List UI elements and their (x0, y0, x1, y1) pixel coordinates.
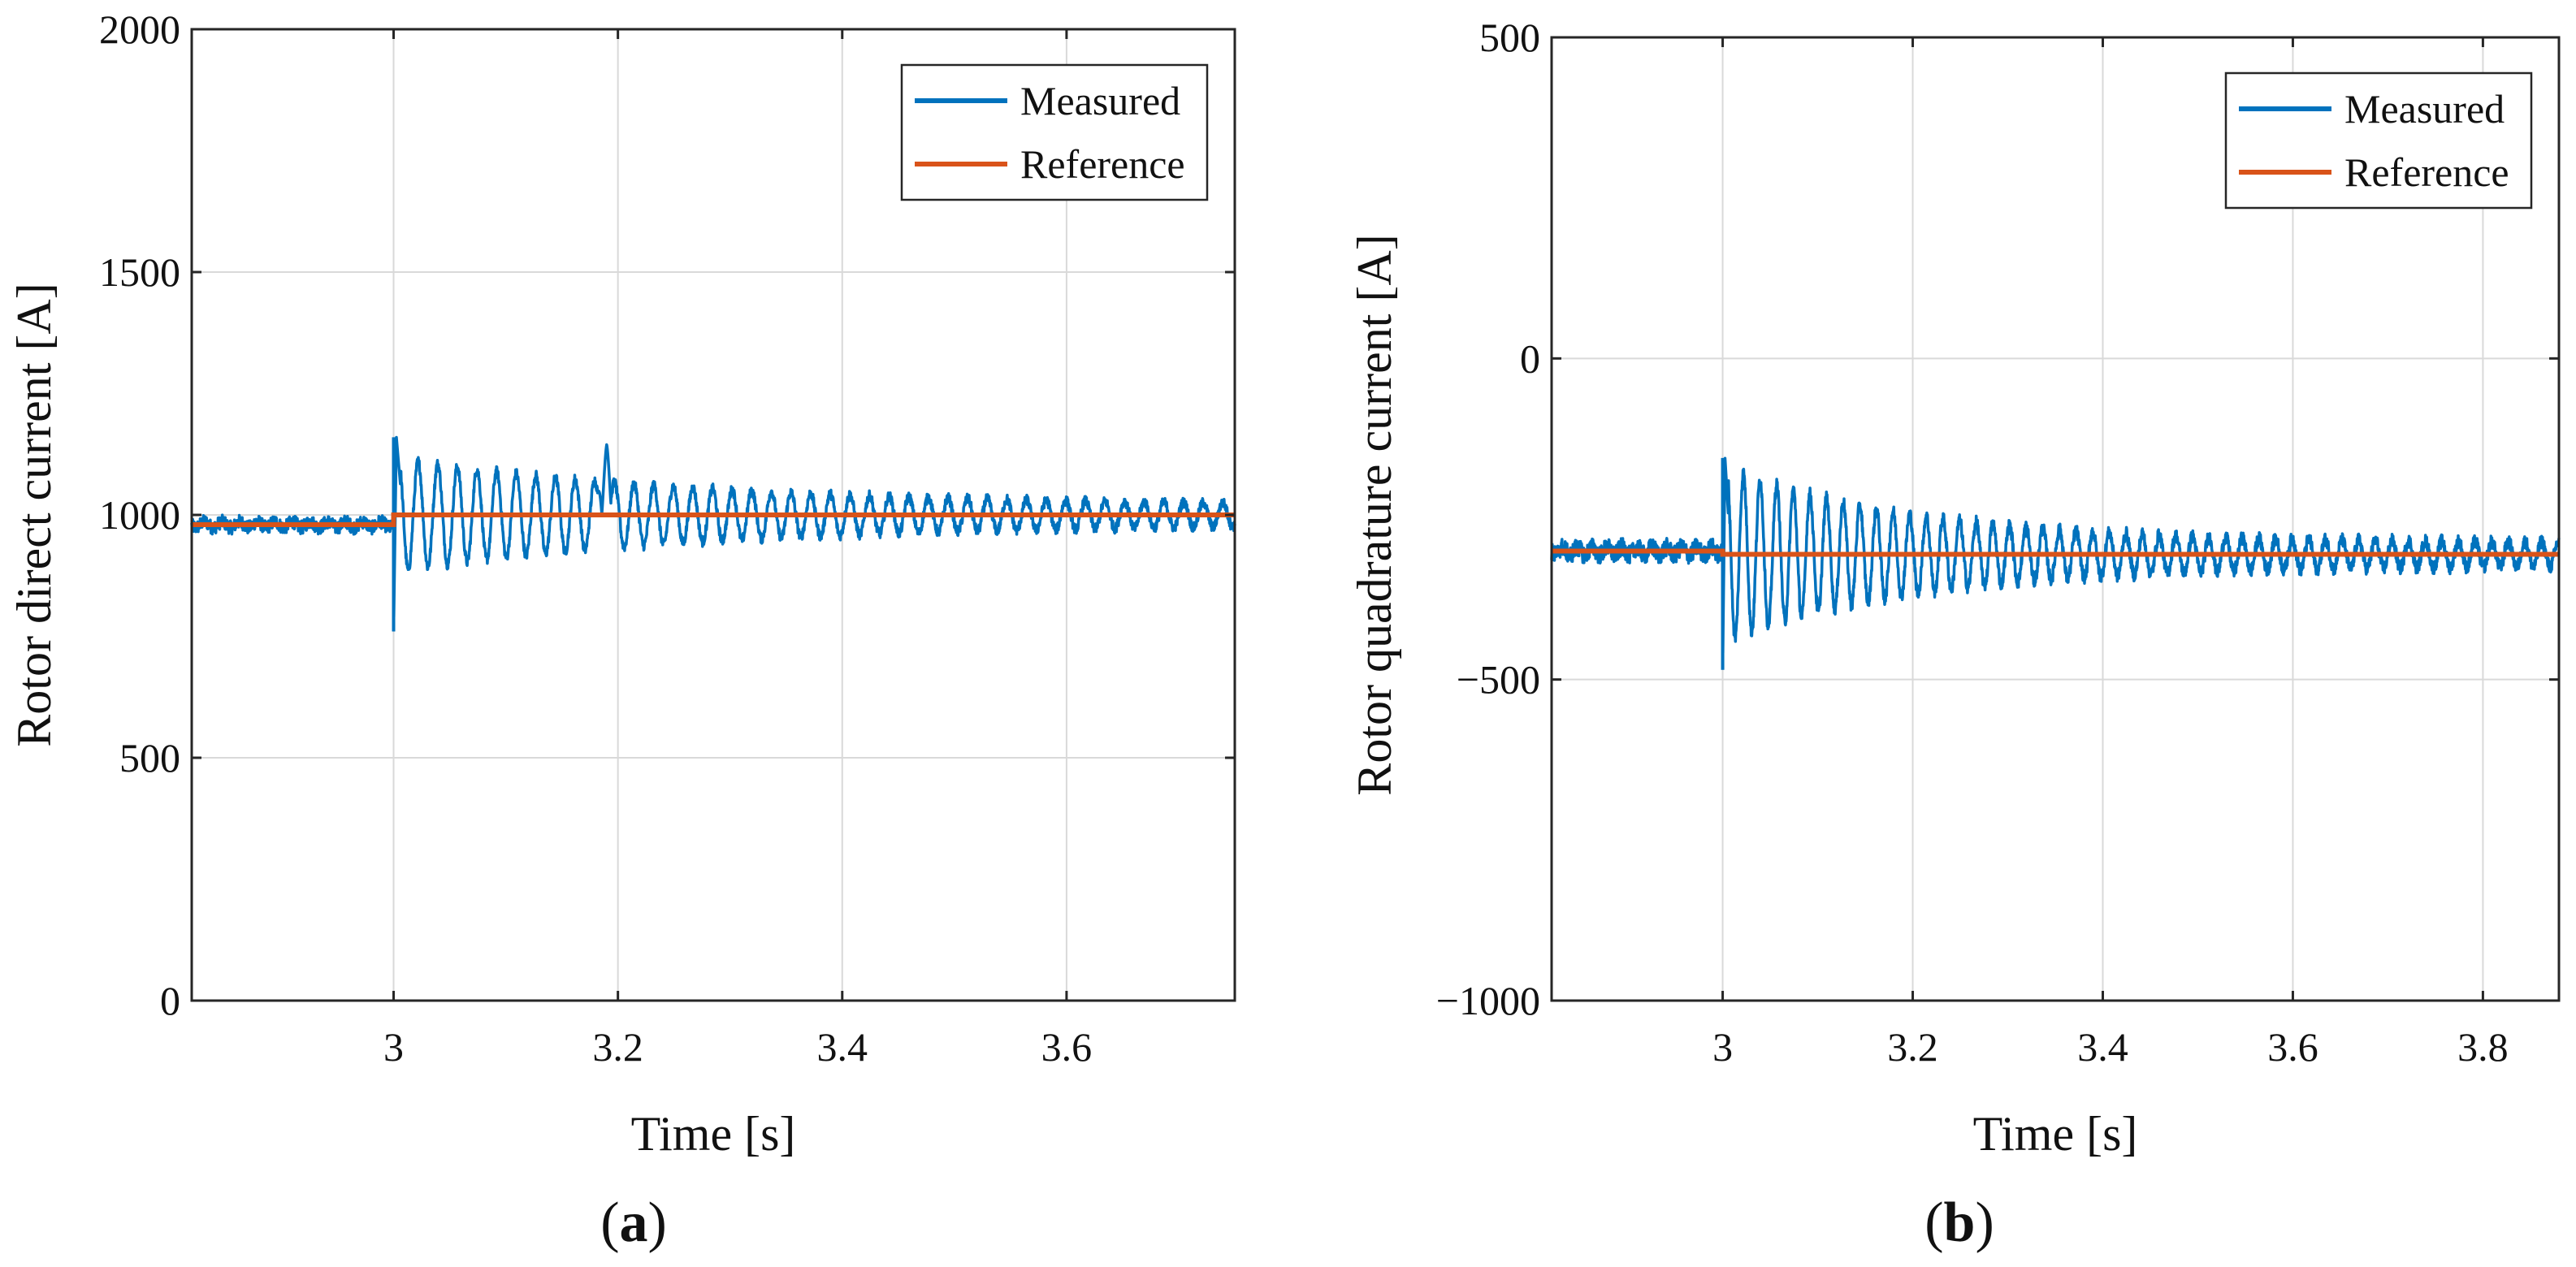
panel-label-a-letter: a (620, 1191, 648, 1254)
legend-label-measured-b: Measured (2344, 86, 2505, 132)
x-tick-label: 3.6 (2267, 1024, 2318, 1070)
panel-b: 3 3.2 3.4 3.6 3.8 −1000 −500 0 500 Time [s] Roto… (1348, 15, 2561, 1254)
x-tick-label: 3.4 (2077, 1024, 2128, 1070)
panel-label-a-close: ) (648, 1191, 667, 1254)
y-tick-label: 1000 (99, 492, 180, 538)
y-tick-label: 500 (1479, 15, 1540, 60)
legend-label-reference-b: Reference (2344, 149, 2509, 195)
ticks-b: 3 3.2 3.4 3.6 3.8 −1000 −500 0 500 (1436, 15, 2559, 1070)
y-tick-label: −500 (1457, 657, 1540, 703)
y-tick-label: 2000 (99, 6, 180, 52)
x-tick-label: 3.2 (592, 1024, 643, 1070)
x-tick-label: 3 (1712, 1024, 1733, 1070)
x-tick-label: 3 (383, 1024, 404, 1070)
xlabel-a: Time [s] (631, 1107, 796, 1161)
panel-label-b-close: ) (1975, 1191, 1994, 1254)
data-lines-b (1550, 456, 2561, 670)
legend-label-reference-a: Reference (1020, 141, 1185, 187)
panel-a: 3 3.2 3.4 3.6 0 500 1000 1500 2000 Time [s] Roto… (7, 6, 1236, 1254)
y-tick-label: −1000 (1436, 978, 1540, 1023)
x-tick-label: 3.6 (1041, 1024, 1093, 1070)
legend-b: Measured Reference (2224, 71, 2533, 210)
x-tick-label: 3.8 (2457, 1024, 2509, 1070)
series-reference-line (1552, 548, 2559, 557)
x-tick-label: 3.2 (1887, 1024, 1938, 1070)
panel-label-b: (b) (1924, 1191, 1994, 1254)
legend-box-b (2224, 71, 2533, 210)
y-tick-label: 0 (1520, 335, 1540, 381)
panel-label-a-open: ( (600, 1191, 619, 1254)
y-tick-label: 0 (160, 978, 180, 1023)
y-tick-label: 1500 (99, 249, 180, 295)
series-reference-line (192, 512, 1235, 527)
x-tick-label: 3.4 (817, 1024, 868, 1070)
legend-label-measured-a: Measured (1020, 78, 1180, 123)
ylabel-a: Rotor direct current [A] (7, 283, 61, 746)
legend-box-a (900, 63, 1209, 201)
panel-label-b-open: ( (1924, 1191, 1943, 1254)
ylabel-b: Rotor quadrature current [A] (1348, 234, 1401, 795)
legend-a: Measured Reference (900, 63, 1209, 201)
y-tick-label: 500 (119, 735, 180, 781)
panel-label-b-letter: b (1944, 1191, 1976, 1254)
xlabel-b: Time [s] (1973, 1107, 2138, 1161)
panel-label-a: (a) (600, 1191, 667, 1254)
axes-box-b (1550, 36, 2561, 1002)
ticks-a: 3 3.2 3.4 3.6 0 500 1000 1500 2000 (99, 6, 1235, 1070)
data-lines-a (190, 435, 1236, 632)
